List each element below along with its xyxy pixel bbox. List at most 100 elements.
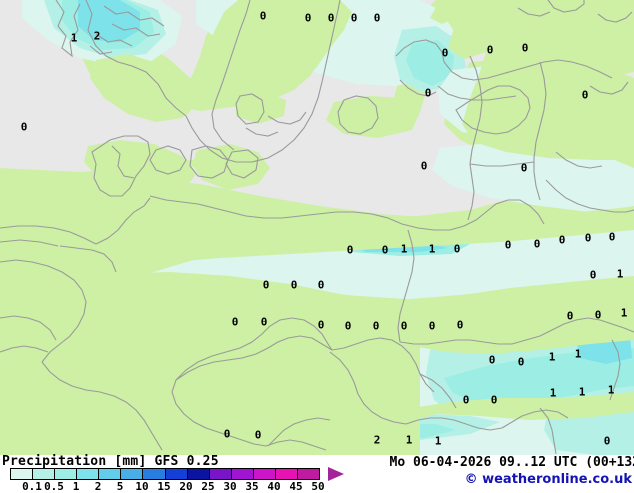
- precip-value-label: 1: [405, 433, 413, 447]
- precip-value-label: 0: [441, 46, 449, 60]
- north-germany-green: [0, 178, 634, 288]
- precip-value-label: 1: [607, 383, 615, 397]
- precip-value-label: 0: [20, 120, 28, 134]
- precip-value-label: 0: [486, 43, 494, 57]
- oland-green: [236, 92, 286, 124]
- precip-value-label: 0: [317, 278, 325, 292]
- precip-value-label: 0: [344, 319, 352, 333]
- scale-tick-10: 10: [135, 480, 149, 493]
- color-scale-swatches[interactable]: [10, 468, 320, 480]
- precip-value-label: 0: [603, 434, 611, 448]
- precip-value-label: 0: [584, 231, 592, 245]
- scale-swatch-0.1: [11, 469, 33, 479]
- color-scale[interactable]: [10, 467, 344, 481]
- precip-value-label: 0: [372, 319, 380, 333]
- scale-swatch-50: [297, 469, 320, 479]
- precip-value-label: 0: [462, 393, 470, 407]
- scale-tick-5: 5: [116, 480, 124, 493]
- sweden-green: [188, 0, 352, 106]
- precip-2-skagerrak: [78, 0, 140, 42]
- scale-tick-1: 1: [72, 480, 80, 493]
- scale-tick-50: 50: [311, 480, 325, 493]
- scale-tick-0.5: 0.5: [44, 480, 64, 493]
- precip-value-label: 0: [424, 86, 432, 100]
- precip-value-label: 0: [381, 243, 389, 257]
- danish-islands-green: [192, 144, 270, 190]
- precip-value-label: 0: [581, 88, 589, 102]
- precip-value-label: 0: [420, 159, 428, 173]
- precip-value-label: 0: [594, 308, 602, 322]
- precip-value-label: 0: [533, 237, 541, 251]
- precip-value-label: 0: [254, 428, 262, 442]
- land-overlay: [0, 0, 634, 455]
- precip-value-label: 0: [262, 278, 270, 292]
- map-canvas: [0, 0, 634, 455]
- precip-value-label: 0: [350, 11, 358, 25]
- precip-value-label: 0: [290, 278, 298, 292]
- scale-tick-45: 45: [289, 480, 303, 493]
- scale-swatch-2: [76, 469, 99, 479]
- finland-green2: [448, 0, 634, 78]
- precip-value-label: 1: [616, 267, 624, 281]
- norway-green: [90, 54, 196, 122]
- legend-bar: Precipitation [mm] GFS 0.25 0.1 0.5 1 2 5 10 1…: [0, 454, 634, 493]
- color-scale-overflow-arrow: [328, 467, 344, 481]
- precip-value-label: 0: [428, 319, 436, 333]
- precip-value-label: 0: [488, 353, 496, 367]
- precipitation-map[interactable]: 1 2 0 0 0 0 0 0 0 0 0 0 0 0 0 0 0 1 1 0 0 0 0 0 0 0 0 0 0 1 0 0 0 0 0 0 0 0 0 0…: [0, 0, 634, 455]
- scale-swatch-15: [142, 469, 165, 479]
- precip-value-label: 1: [578, 385, 586, 399]
- scale-tick-40: 40: [267, 480, 281, 493]
- precip-value-label: 0: [608, 230, 616, 244]
- scale-tick-30: 30: [223, 480, 237, 493]
- precip-value-label: 0: [346, 243, 354, 257]
- precip-value-label: 0: [517, 355, 525, 369]
- precip-value-label: 1: [548, 350, 556, 364]
- precip-value-label: 1: [434, 434, 442, 448]
- scale-swatch-30: [208, 469, 231, 479]
- scale-swatch-1: [54, 469, 77, 479]
- precip-value-label: 0: [453, 242, 461, 256]
- precip-value-label: 1: [620, 306, 628, 320]
- alps-green: [0, 372, 420, 455]
- balkan-green: [400, 392, 634, 422]
- precip-01-latvia: [432, 142, 634, 214]
- scale-swatch-35: [230, 469, 253, 479]
- copyright-credit: © weatheronline.co.uk: [464, 472, 632, 487]
- precip-value-label: 1: [428, 242, 436, 256]
- precip-value-label: 0: [231, 315, 239, 329]
- precip-value-label: 0: [589, 268, 597, 282]
- gotland-green: [326, 96, 420, 138]
- scale-swatch-40: [252, 469, 275, 479]
- precip-value-label: 0: [520, 161, 528, 175]
- coastline-border-layer: [0, 0, 634, 455]
- scale-tick-25: 25: [201, 480, 215, 493]
- precip-value-label: 1: [574, 347, 582, 361]
- precip-value-label: 0: [327, 11, 335, 25]
- scale-tick-35: 35: [245, 480, 259, 493]
- precip-value-label: 0: [304, 11, 312, 25]
- scale-swatch-5: [98, 469, 121, 479]
- scale-tick-20: 20: [179, 480, 193, 493]
- forecast-timestamp: Mo 06-04-2026 09..12 UTC (00+132: [389, 455, 634, 470]
- scale-tick-0.1: 0.1: [22, 480, 42, 493]
- precip-value-label: 0: [504, 238, 512, 252]
- precip-value-label: 1: [549, 386, 557, 400]
- scale-swatch-45: [274, 469, 298, 479]
- precip-value-label: 0: [400, 319, 408, 333]
- precip-value-label: 0: [223, 427, 231, 441]
- precip-value-label: 0: [558, 233, 566, 247]
- precip-value-label: 0: [260, 315, 268, 329]
- scale-tick-2: 2: [94, 480, 102, 493]
- precip-value-label: 1: [400, 242, 408, 256]
- precip-value-label: 2: [93, 29, 101, 43]
- precip-value-label: 0: [373, 11, 381, 25]
- legend-title: Precipitation [mm] GFS 0.25: [2, 454, 219, 469]
- precip-value-label: 0: [490, 393, 498, 407]
- precip-value-label: 0: [456, 318, 464, 332]
- precip-value-label: 0: [566, 309, 574, 323]
- scale-swatch-20: [164, 469, 187, 479]
- color-scale-ticks: 0.1 0.5 1 2 5 10 15 20 25 30 35 40 45 50: [0, 480, 340, 493]
- precip-value-label: 0: [521, 41, 529, 55]
